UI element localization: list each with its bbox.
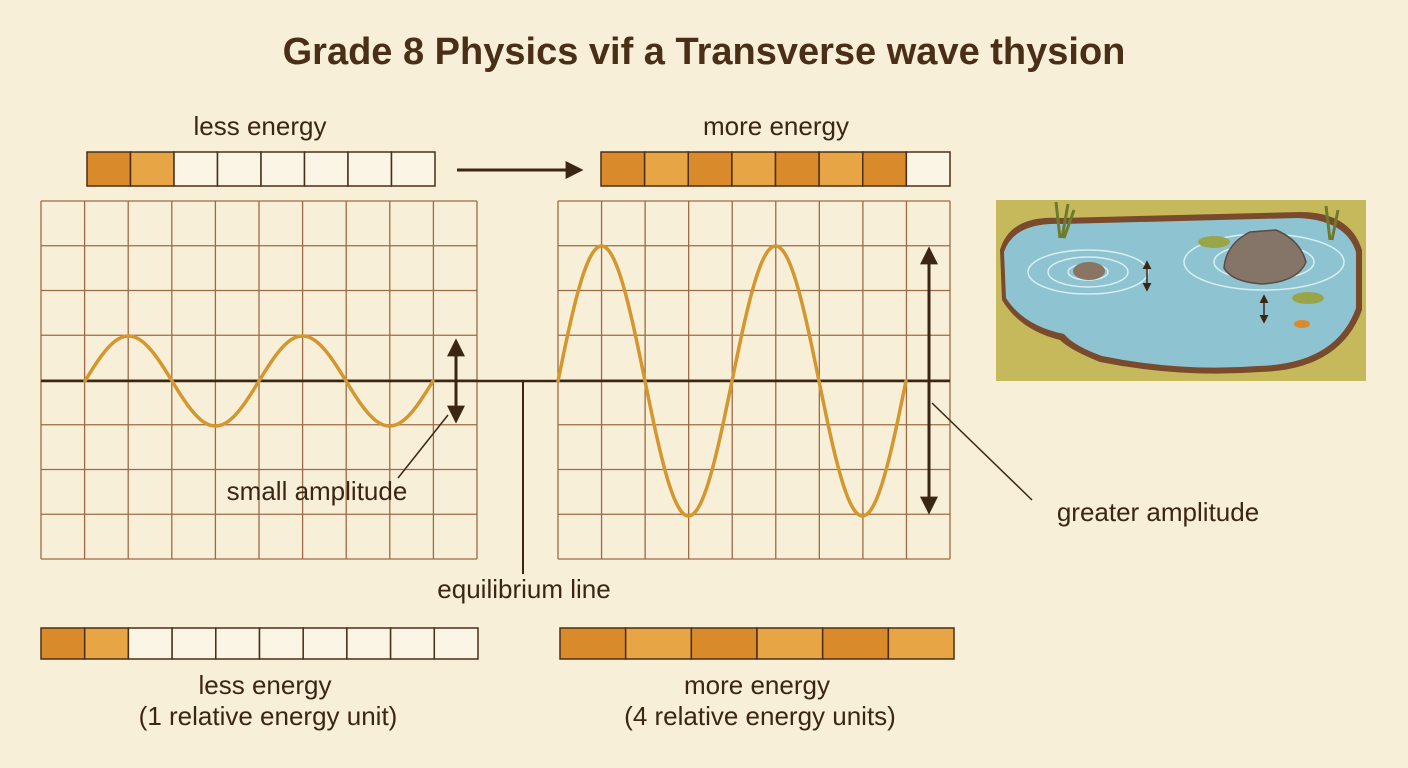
leaf <box>1198 236 1230 248</box>
equilibrium-label: equilibrium line <box>437 574 610 604</box>
wave <box>83 334 435 428</box>
energy-cell <box>216 151 262 187</box>
energy-cell <box>260 151 306 187</box>
energy-cell <box>389 627 436 660</box>
energy-cell <box>129 151 175 187</box>
energy-cell <box>40 627 86 660</box>
energy-cell <box>171 627 217 660</box>
energy-cell <box>347 151 393 187</box>
energy-cell <box>643 151 689 187</box>
bottom-left-title: less energy <box>199 670 332 700</box>
bottom-left-subtitle: (1 relative energy unit) <box>139 701 398 731</box>
energy-cell <box>756 627 824 660</box>
energy-cell <box>821 627 890 660</box>
energy-cell <box>559 627 627 660</box>
energy-cell <box>346 627 392 660</box>
reeds <box>1054 201 1340 241</box>
energy-cell <box>303 151 349 187</box>
energy-cell <box>127 627 173 660</box>
shapes <box>40 151 1366 660</box>
energy-cell <box>687 151 733 187</box>
bottom-right-title: more energy <box>684 670 830 700</box>
top-right-label: more energy <box>703 111 849 141</box>
pebble <box>1073 262 1105 280</box>
energy-cell <box>731 151 777 187</box>
energy-cell <box>173 151 219 187</box>
energy-cell <box>774 151 820 187</box>
energy-cell <box>433 627 479 660</box>
energy-cell <box>258 627 304 660</box>
energy-cell <box>887 627 955 660</box>
greater-amplitude-label: greater amplitude <box>1057 497 1259 527</box>
rock <box>1223 229 1307 285</box>
leader-line <box>931 402 1033 501</box>
energy-cell <box>86 151 132 187</box>
top-left-label: less energy <box>194 111 327 141</box>
small-amplitude-label: small amplitude <box>227 476 408 506</box>
leaf <box>1294 320 1310 328</box>
title: Grade 8 Physics vif a Transverse wave th… <box>283 31 1126 73</box>
bottom-right-subtitle: (4 relative energy units) <box>624 701 896 731</box>
leader-line <box>397 414 449 479</box>
energy-cell <box>390 151 436 187</box>
energy-cell <box>690 627 758 660</box>
ripple <box>1047 256 1129 288</box>
energy-cell <box>600 151 646 187</box>
energy-cell <box>818 151 864 187</box>
wave <box>556 244 908 518</box>
energy-cell <box>905 151 951 187</box>
energy-cell <box>624 627 693 660</box>
energy-cell <box>215 627 261 660</box>
energy-cell <box>302 627 348 660</box>
energy-cell <box>862 151 908 187</box>
leaf <box>1292 292 1324 304</box>
energy-cell <box>83 627 130 660</box>
